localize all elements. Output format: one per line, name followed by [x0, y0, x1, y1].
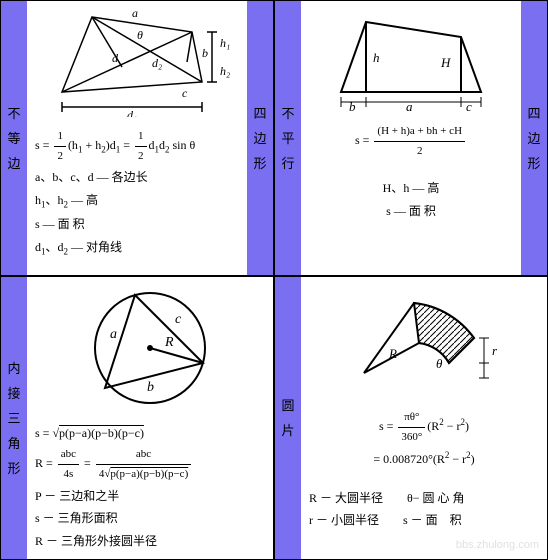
formulas-annulus: s = πθ°360°(R2 − r2) = 0.008720°(R2 − r2…	[309, 406, 539, 533]
label-char: 接	[7, 387, 20, 400]
label-trapezoid-2: 四 边 形	[521, 1, 547, 275]
label-char: 三	[7, 412, 20, 425]
formula-grid: 不 等 边	[0, 0, 548, 560]
svg-text:d: d	[112, 51, 119, 65]
label-char: 不	[7, 107, 20, 120]
svg-text:a: a	[110, 327, 117, 342]
svg-text:c: c	[182, 86, 188, 100]
formula-s: s = πθ°360°(R2 − r2)	[309, 408, 539, 446]
svg-text:h₂: h₂	[220, 64, 230, 78]
figure-annulus: Rθ r	[309, 283, 539, 398]
legend-heights: H、h — 高	[309, 178, 513, 198]
formula-s: s = (H + h)a + bh + cH2	[309, 122, 513, 160]
svg-text:r: r	[492, 343, 498, 358]
svg-text:b: b	[202, 46, 208, 60]
cell-inscribed-triangle: 内 接 三 角 形 a c b R	[0, 276, 274, 560]
svg-text:θ: θ	[436, 356, 443, 371]
label-char: 边	[527, 132, 540, 145]
label-char: 片	[281, 424, 294, 437]
legend-sides: a、b、c、d — 各边长	[35, 167, 239, 187]
label-char: 形	[253, 157, 266, 170]
label-char: 平	[281, 132, 294, 145]
formula-r: R = abc4s = abc4√p(p−a)(p−b)(p−c)	[35, 445, 265, 483]
svg-text:c: c	[175, 312, 182, 327]
label-quadrilateral: 不 等 边	[1, 1, 27, 275]
formula-s: s = √p(p−a)(p−b)(p−c)	[35, 423, 265, 443]
legend-diagonals: d1、d2 — 对角线	[35, 237, 239, 260]
label-trapezoid: 不 平 行	[275, 1, 301, 275]
legend-area: s — 面 积	[309, 201, 513, 221]
legend-s: s － 三角形面积	[35, 508, 265, 528]
svg-text:d₂: d₂	[152, 56, 162, 70]
cell-trapezoid: 不 平 行 h H	[274, 0, 548, 276]
svg-text:R: R	[164, 335, 174, 350]
legend-p: P － 三边和之半	[35, 486, 265, 506]
svg-text:R: R	[388, 346, 397, 361]
svg-text:a: a	[406, 99, 413, 112]
cell-quadrilateral: 不 等 边	[0, 0, 274, 276]
label-char: 边	[7, 157, 20, 170]
svg-text:b: b	[147, 380, 154, 395]
label-char: 等	[7, 132, 20, 145]
label-char: 行	[281, 157, 294, 170]
svg-text:h: h	[373, 50, 380, 65]
cell-annulus-sector: 圆 片	[274, 276, 548, 560]
legend-line1: R － 大圆半径 θ− 圆 心 角	[309, 488, 539, 508]
formulas-quadrilateral: s = 12(h1 + h2)d1 = 12d1d2 sin θ a、b、c、d…	[35, 125, 239, 262]
label-quadrilateral-2: 四 边 形	[247, 1, 273, 275]
label-char: 形	[527, 157, 540, 170]
formulas-trapezoid: s = (H + h)a + bh + cH2 H、h — 高 s — 面 积	[309, 120, 513, 223]
content-annulus: Rθ r s = πθ°360°(R2 − r2) = 0.008720°(R2…	[301, 277, 547, 559]
label-char: 四	[527, 107, 540, 120]
figure-quadrilateral: a b c d θ h₁ h₂ d₂ d₁	[35, 7, 239, 117]
svg-text:H: H	[440, 55, 451, 70]
svg-text:h₁: h₁	[220, 36, 230, 50]
label-char: 角	[7, 437, 20, 450]
legend-r: R － 三角形外接圆半径	[35, 531, 265, 551]
label-char: 形	[7, 462, 20, 475]
label-char: 不	[281, 107, 294, 120]
formulas-inscribed: s = √p(p−a)(p−b)(p−c) R = abc4s = abc4√p…	[35, 421, 265, 553]
svg-text:c: c	[466, 99, 472, 112]
svg-text:d₁: d₁	[127, 108, 137, 117]
label-char: 内	[7, 362, 20, 375]
label-char: 圆	[281, 399, 294, 412]
content-inscribed: a c b R s = √p(p−a)(p−b)(p−c) R = abc4s = …	[27, 277, 273, 559]
legend-heights: h1、h2 — 高	[35, 190, 239, 213]
content-quadrilateral: a b c d θ h₁ h₂ d₂ d₁ s = 12(h1 + h2)d1 = 12…	[27, 1, 247, 275]
content-trapezoid: h H b a c s = (H + h)a + bh + cH2 H、h — 高 …	[301, 1, 521, 275]
label-inscribed: 内 接 三 角 形	[1, 277, 27, 559]
legend-line2: r － 小圆半径 s － 面 积	[309, 510, 539, 530]
formula-s: s = 12(h1 + h2)d1 = 12d1d2 sin θ	[35, 127, 239, 165]
label-char: 边	[253, 132, 266, 145]
legend-area: s — 面 积	[35, 214, 239, 234]
label-annulus: 圆 片	[275, 277, 301, 559]
figure-inscribed: a c b R	[35, 283, 265, 413]
svg-text:a: a	[132, 7, 138, 20]
formula-s2: = 0.008720°(R2 − r2)	[309, 448, 539, 469]
label-char: 四	[253, 107, 266, 120]
svg-text:θ: θ	[137, 28, 143, 42]
svg-text:b: b	[349, 99, 356, 112]
figure-trapezoid: h H b a c	[309, 7, 513, 112]
